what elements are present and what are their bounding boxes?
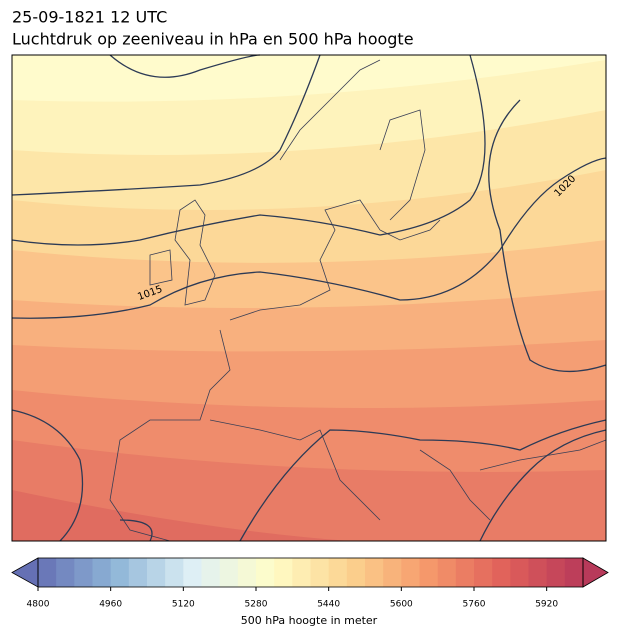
- colorbar-tick-label: 5600: [390, 600, 413, 610]
- colorbar-block: [546, 558, 566, 587]
- colorbar-block: [455, 558, 475, 587]
- colorbar-block: [365, 558, 384, 587]
- colorbar-block: [492, 558, 511, 587]
- map-frame: [11, 54, 607, 542]
- isobar: [11, 54, 486, 246]
- colorbar-block: [110, 558, 130, 587]
- colorbar-label: 500 hPa hoogte in meter: [241, 614, 378, 627]
- colorbar-block: [419, 558, 439, 587]
- colorbar-tick-label: 4960: [99, 600, 122, 610]
- colorbar-block: [201, 558, 221, 587]
- isobar: [11, 54, 321, 196]
- isobar: [11, 157, 607, 319]
- height-band: [12, 490, 350, 541]
- colorbar-block: [510, 558, 529, 587]
- colorbar-block: [383, 558, 402, 587]
- colorbar-tick-label: 5920: [535, 600, 558, 610]
- colorbar-block: [256, 558, 275, 587]
- colorbar-frame: [37, 557, 584, 588]
- colorbar-block: [401, 558, 420, 587]
- colorbar-block: [310, 558, 330, 587]
- colorbar-block: [219, 558, 239, 587]
- colorbar-block: [56, 558, 75, 587]
- colorbar-block: [274, 558, 293, 587]
- colorbar-block: [92, 558, 112, 587]
- colorbar-block: [328, 558, 348, 587]
- colorbar-block: [437, 558, 457, 587]
- colorbar-block: [564, 558, 584, 587]
- colorbar-block: [528, 558, 548, 587]
- colorbar-extend-low: [11, 557, 39, 588]
- colorbar-block: [74, 558, 93, 587]
- colorbar-tick-label: 5120: [172, 600, 195, 610]
- colorbar: 4800 4960 5120 5280 5440 5600 5760 5920: [11, 557, 609, 610]
- colorbar-block: [292, 558, 311, 587]
- map: 1015 1020: [11, 54, 607, 542]
- colorbar-block: [147, 558, 166, 587]
- colorbar-tick-label: 5440: [317, 600, 340, 610]
- colorbar-tick-label: 4800: [27, 600, 50, 610]
- colorbar-block: [183, 558, 202, 587]
- colorbar-block: [38, 558, 57, 587]
- subtitle: Luchtdruk op zeeniveau in hPa en 500 hPa…: [12, 30, 414, 49]
- isobar: [488, 99, 607, 373]
- colorbar-block: [474, 558, 493, 587]
- coastline: [109, 59, 607, 542]
- colorbar-block: [237, 558, 257, 587]
- isobar: [109, 54, 261, 78]
- isobar: [11, 409, 607, 542]
- title: 25-09-1821 12 UTC: [12, 8, 167, 27]
- colorbar-block: [346, 558, 366, 587]
- colorbar-block: [128, 558, 148, 587]
- colorbar-tick-label: 5280: [245, 600, 268, 610]
- colorbar-extend-high: [582, 557, 609, 588]
- isobar: [479, 429, 607, 542]
- height-band: [12, 440, 606, 541]
- colorbar-block: [165, 558, 184, 587]
- colorbar-tick-label: 5760: [463, 600, 486, 610]
